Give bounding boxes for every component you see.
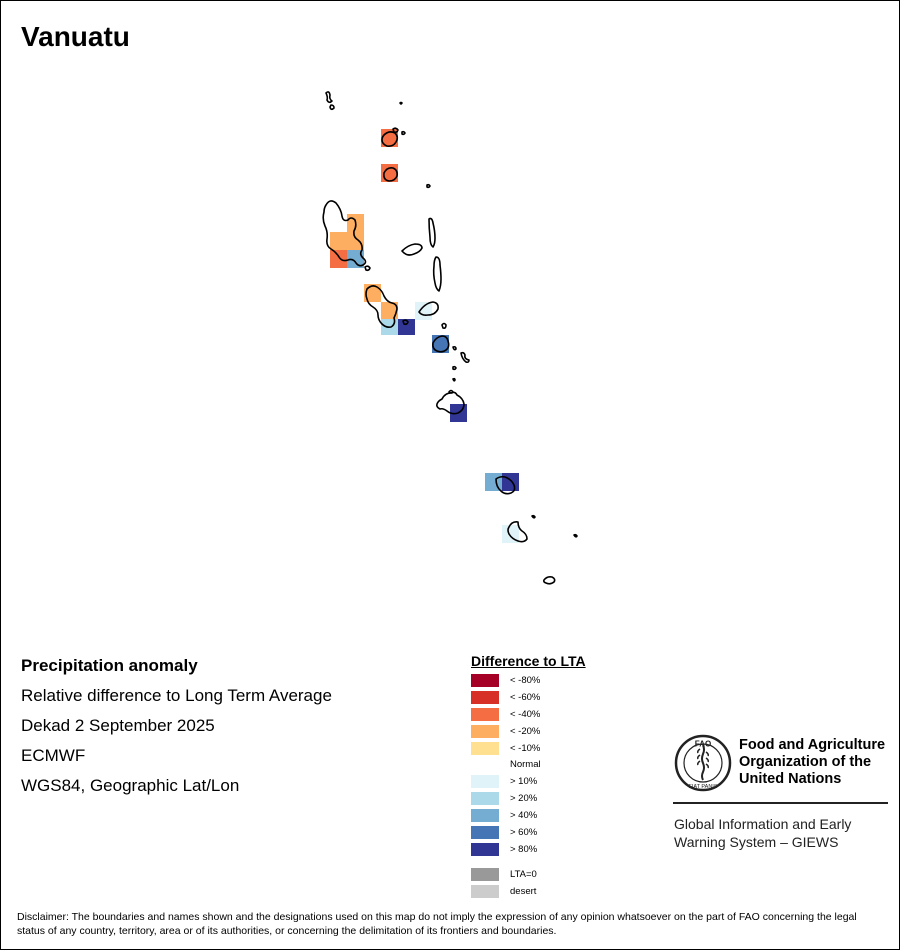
legend-row: Normal [471, 756, 586, 773]
info-heading: Precipitation anomaly [21, 656, 198, 675]
island-makura [452, 377, 456, 382]
info-line-period: Dekad 2 September 2025 [21, 716, 215, 735]
map-area [322, 91, 578, 585]
legend-swatch [471, 758, 499, 772]
legend-title: Difference to LTA [471, 653, 586, 669]
legend-row: < -20% [471, 723, 586, 740]
info-line-projection: WGS84, Geographic Lat/Lon [21, 776, 240, 795]
island-epi [432, 335, 450, 353]
legend-swatch [471, 867, 499, 881]
legend-swatch [471, 825, 499, 839]
legend-row: LTA=0 [471, 866, 586, 883]
island-tongariki [460, 351, 470, 364]
cell-malekula-ne [381, 302, 398, 320]
legend-row: > 10% [471, 773, 586, 790]
legend-swatch [471, 792, 499, 806]
legend-label: > 80% [510, 843, 538, 855]
legend-swatch [471, 842, 499, 856]
legend-label: < -40% [510, 708, 541, 720]
legend-label: desert [510, 885, 537, 897]
island-malekula-islet [402, 319, 409, 326]
anomaly-cells [330, 129, 519, 543]
legend-swatch [471, 707, 499, 721]
island-paama [441, 322, 447, 329]
giews-system-name: Global Information and Early Warning Sys… [674, 816, 852, 850]
island-nguna [448, 389, 454, 394]
island-torres-2 [329, 104, 335, 111]
island-tongoa [452, 345, 457, 351]
island-ambrym [418, 301, 439, 316]
legend-row: < -40% [471, 706, 586, 723]
legend-swatch [471, 809, 499, 823]
legend-label: < -20% [510, 725, 541, 737]
island-aneityum [507, 521, 528, 543]
info-line-source: ECMWF [21, 746, 86, 765]
island-maewo [428, 217, 436, 248]
island-small-1 [399, 101, 403, 105]
legend-swatch [471, 741, 499, 755]
legend-row: > 60% [471, 824, 586, 841]
map-info: Precipitation anomaly Relative differenc… [21, 656, 332, 806]
island-outlines [322, 91, 578, 585]
island-espiritu-santo [322, 200, 367, 267]
legend-label: < -60% [510, 691, 541, 703]
legend-extra-classes: LTA=0 desert [471, 866, 586, 900]
island-ureparapara [392, 127, 399, 134]
legend-row: < -10% [471, 740, 586, 757]
island-matthew [542, 576, 556, 585]
legend-row: > 80% [471, 841, 586, 858]
cell-santo-w [330, 250, 347, 268]
legend-classes: < -80% < -60% < -40% < -20% < -10% Normal > 10… [471, 672, 586, 858]
legend-row: > 40% [471, 807, 586, 824]
legend-row: > 20% [471, 790, 586, 807]
island-mota [401, 130, 406, 136]
island-merelava [426, 183, 431, 189]
cell-tanna-e [502, 473, 519, 491]
legend-swatch [471, 775, 499, 789]
legend-row: < -80% [471, 672, 586, 689]
fao-emblem-letters: FAO [695, 740, 711, 749]
island-pentecost [432, 256, 442, 292]
cell-santo-ne [347, 232, 364, 250]
legend-row: < -60% [471, 689, 586, 706]
logo-divider [673, 802, 888, 804]
legend-label: < -10% [510, 742, 541, 754]
island-ambae [401, 243, 423, 256]
island-erromango [531, 514, 536, 519]
island-emae [452, 365, 457, 371]
legend-label: LTA=0 [510, 868, 537, 880]
legend-swatch [471, 673, 499, 687]
legend-swatch [471, 884, 499, 898]
island-gaua [383, 167, 398, 182]
legend-label: > 60% [510, 826, 538, 838]
cell-aneityum [502, 525, 519, 543]
fao-organization-name: Food and Agriculture Organization of the… [739, 737, 886, 787]
island-tanna [495, 475, 516, 495]
cell-malekula-se [398, 319, 415, 335]
map-title: Vanuatu [21, 21, 130, 52]
island-aore [364, 265, 371, 272]
legend-swatch [471, 724, 499, 738]
fao-emblem-motto: FIAT PANIS [688, 784, 717, 790]
cell-santo-nw [330, 232, 347, 250]
legend-row: desert [471, 883, 586, 900]
info-line-indicator: Relative difference to Long Term Average [21, 686, 332, 705]
legend: Difference to LTA < -80% < -60% < -40% < -2… [471, 653, 586, 900]
cell-santo-s [347, 250, 364, 268]
island-malekula [365, 285, 398, 328]
fao-emblem-icon: FAO FIAT PANIS [674, 734, 732, 792]
legend-label: > 20% [510, 793, 538, 805]
island-futuna [573, 533, 578, 538]
legend-label: > 10% [510, 776, 538, 788]
legend-label: > 40% [510, 810, 538, 822]
island-torres [325, 91, 333, 104]
cell-ambrym [415, 302, 432, 320]
legend-swatch [471, 690, 499, 704]
disclaimer: Disclaimer: The boundaries and names sho… [17, 911, 857, 937]
legend-label: Normal [510, 759, 541, 771]
legend-label: < -80% [510, 674, 541, 686]
